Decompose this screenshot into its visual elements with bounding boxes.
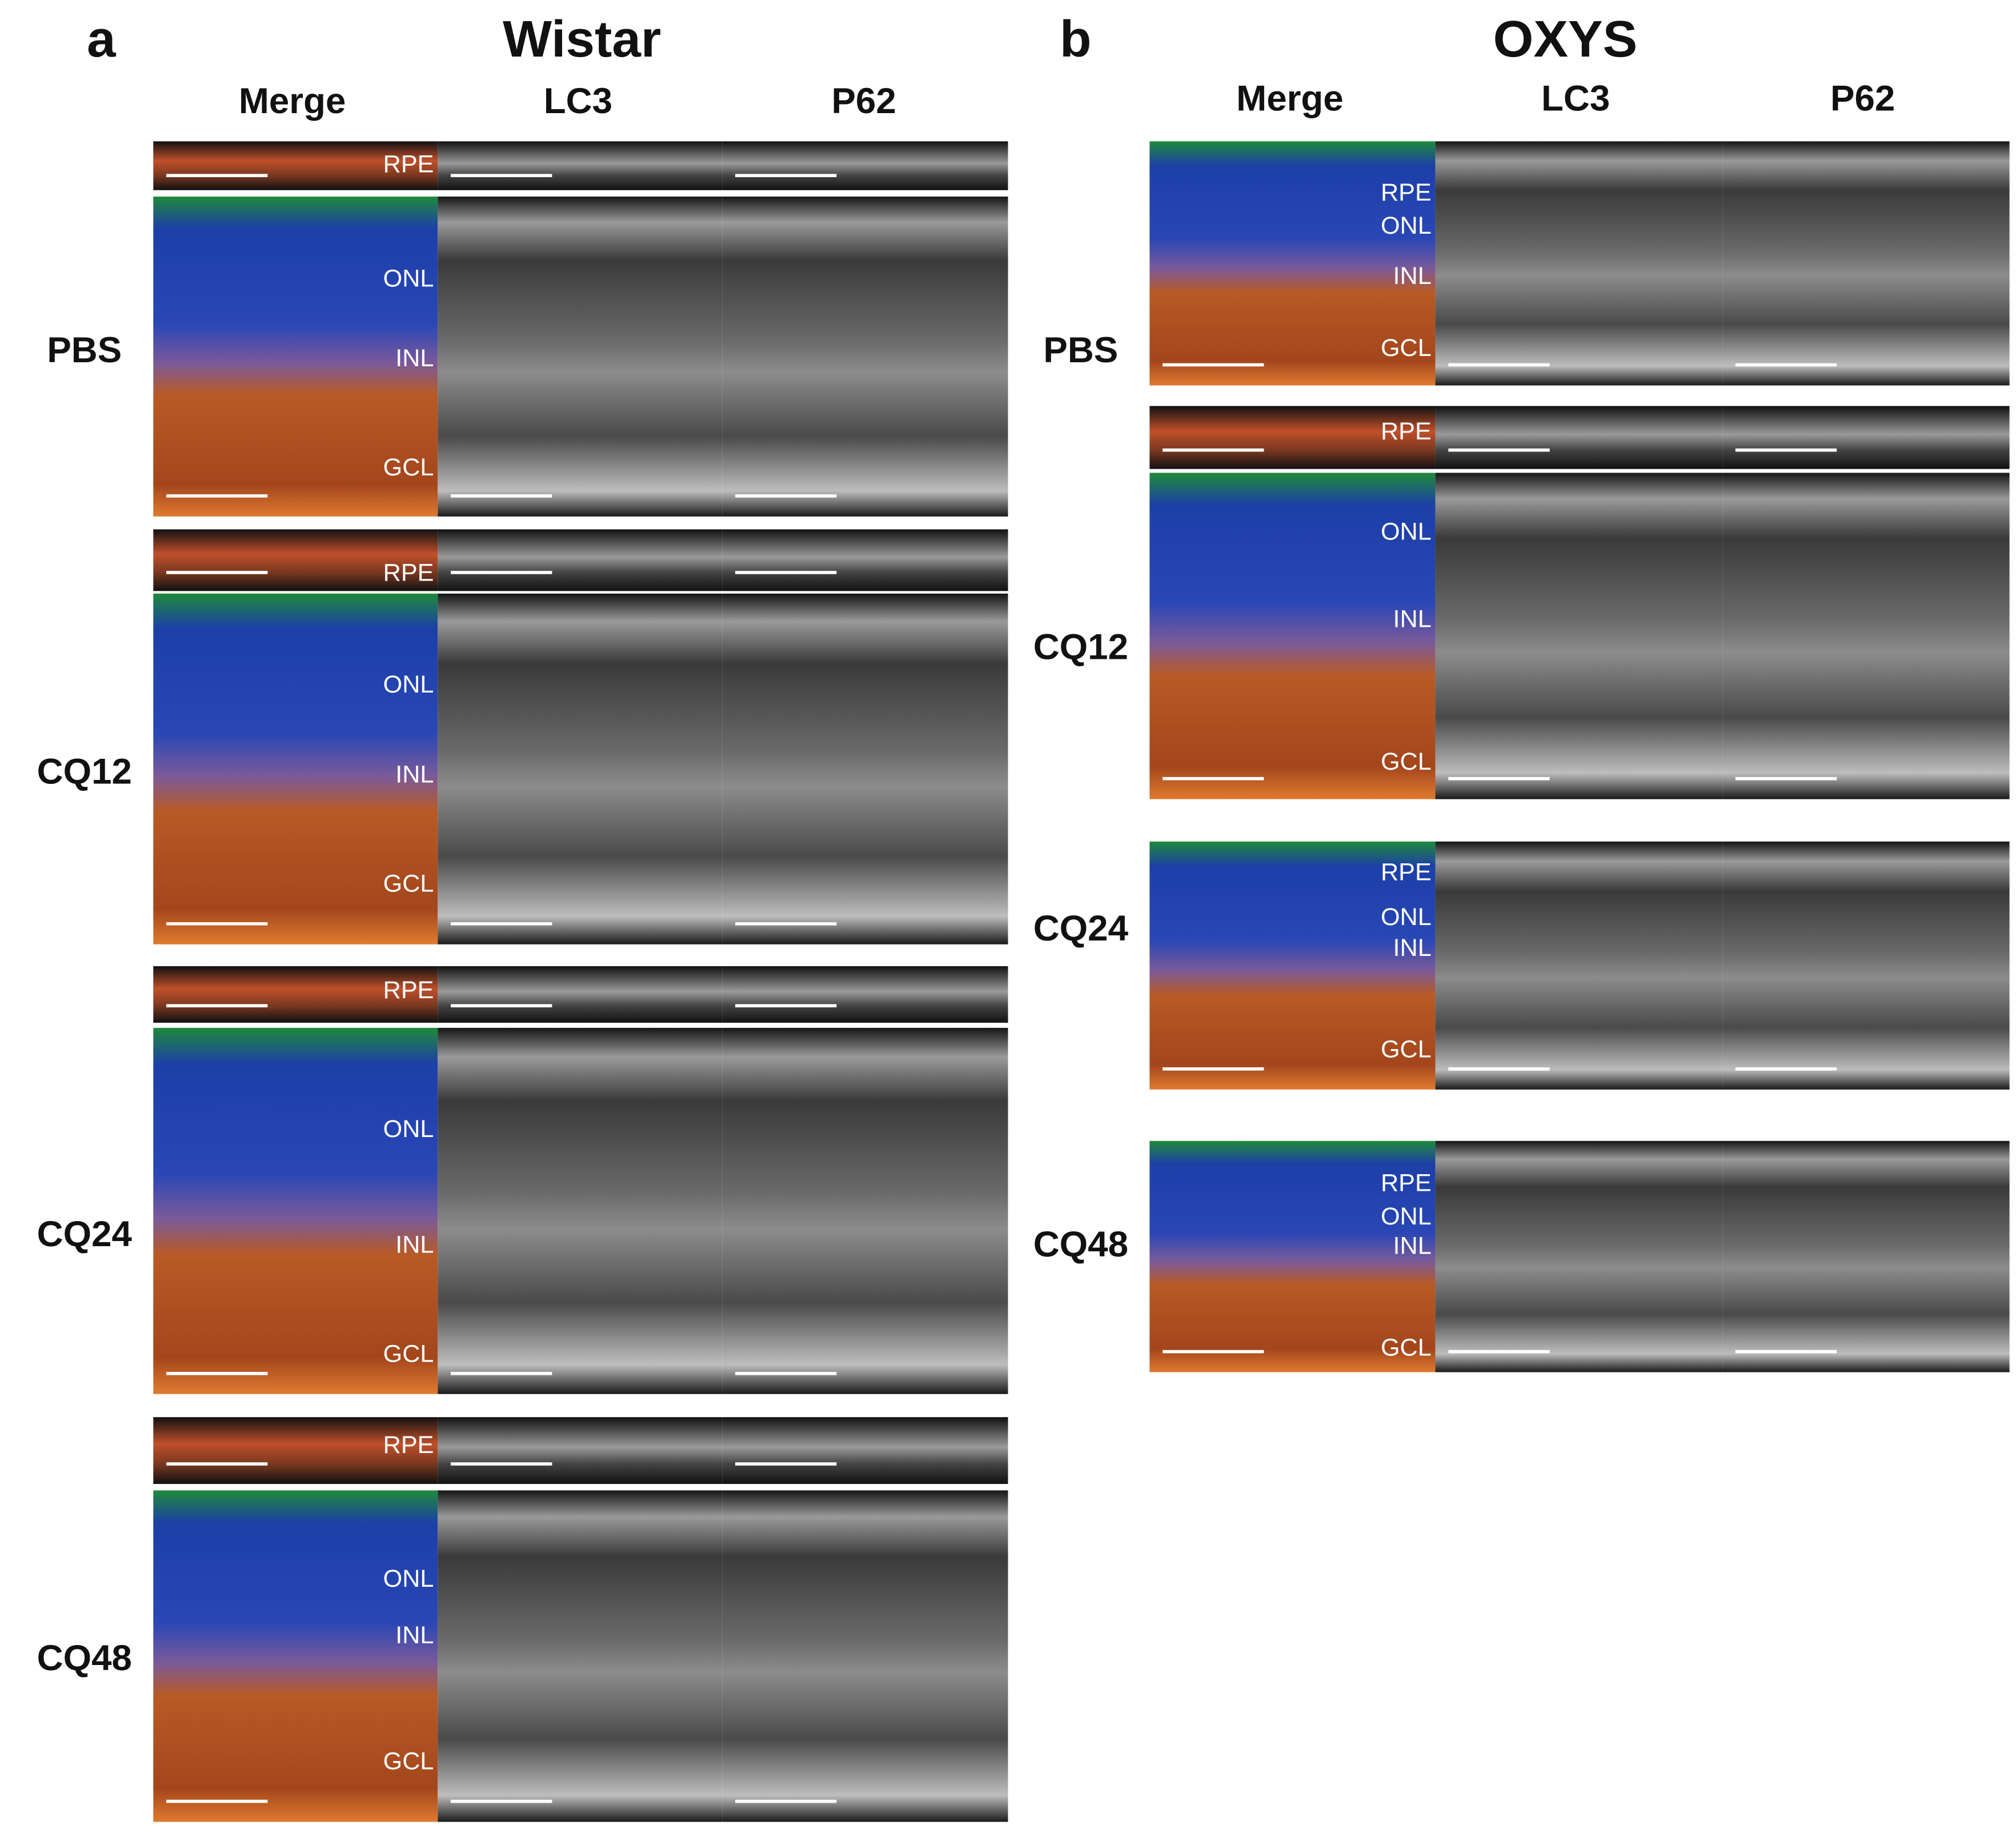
- micrograph: [1435, 141, 1723, 386]
- micrograph: [438, 966, 723, 1023]
- micrograph: [1149, 406, 1436, 469]
- micrograph: [1435, 841, 1723, 1090]
- layer-label: GCL: [1381, 334, 1432, 362]
- layer-label: GCL: [1381, 1334, 1432, 1361]
- row-label: PBS: [1043, 330, 1118, 370]
- micrograph: [722, 593, 1008, 944]
- row-label: CQ48: [37, 1639, 132, 1679]
- micrograph: [722, 1417, 1008, 1484]
- micrograph: [438, 529, 723, 591]
- layer-label: ONL: [383, 1565, 434, 1592]
- layer-label: RPE: [1381, 179, 1432, 206]
- micrograph: [722, 1490, 1008, 1822]
- panel-letter: b: [1060, 10, 1092, 67]
- micrograph: [722, 197, 1008, 517]
- micrograph: [722, 1027, 1008, 1394]
- layer-label: ONL: [383, 671, 434, 698]
- micrograph: [1149, 473, 1436, 799]
- micrograph: [1435, 406, 1723, 469]
- layer-label: INL: [1393, 1232, 1432, 1260]
- layer-label: ONL: [1381, 1203, 1432, 1230]
- micrograph: [1149, 141, 1436, 386]
- panel-title: Wistar: [503, 10, 661, 67]
- layer-label: INL: [395, 1622, 434, 1649]
- micrograph: [153, 141, 438, 190]
- layer-label: INL: [1393, 934, 1432, 962]
- micrograph: [153, 593, 438, 944]
- row-label: CQ24: [37, 1214, 132, 1254]
- layer-label: ONL: [1381, 903, 1432, 931]
- layer-label: RPE: [383, 151, 434, 178]
- micrograph: [1149, 1140, 1436, 1372]
- layer-label: INL: [395, 345, 434, 372]
- micrograph: [722, 529, 1008, 591]
- panel-letter: a: [87, 10, 116, 67]
- layer-label: RPE: [1381, 418, 1432, 445]
- row-label: PBS: [47, 330, 122, 370]
- micrograph: [438, 1417, 723, 1484]
- micrograph: [438, 197, 723, 517]
- column-header: Merge: [239, 81, 346, 121]
- layer-label: GCL: [1381, 1036, 1432, 1063]
- micrograph: [153, 966, 438, 1023]
- column-header: Merge: [1236, 79, 1343, 119]
- layer-label: RPE: [1381, 1170, 1432, 1197]
- micrograph: [1722, 1140, 2010, 1372]
- panel-title: OXYS: [1493, 10, 1638, 67]
- layer-label: INL: [395, 1231, 434, 1259]
- row-label: CQ24: [1033, 909, 1128, 948]
- column-header: LC3: [1541, 79, 1610, 119]
- layer-label: GCL: [383, 1340, 434, 1368]
- micrograph: [722, 966, 1008, 1023]
- layer-label: ONL: [1381, 518, 1432, 546]
- micrograph: [438, 593, 723, 944]
- micrograph: [722, 141, 1008, 190]
- column-header: P62: [831, 81, 896, 121]
- layer-label: RPE: [1381, 859, 1432, 886]
- micrograph: [438, 141, 723, 190]
- micrograph: [438, 1027, 723, 1394]
- layer-label: RPE: [383, 559, 434, 587]
- micrograph: [153, 1027, 438, 1394]
- column-header: P62: [1830, 79, 1895, 119]
- micrograph: [1149, 841, 1436, 1090]
- layer-label: GCL: [383, 1748, 434, 1775]
- layer-label: GCL: [383, 454, 434, 481]
- micrograph: [153, 1417, 438, 1484]
- layer-label: INL: [1393, 606, 1432, 633]
- micrograph: [438, 1490, 723, 1822]
- layer-label: INL: [395, 761, 434, 789]
- layer-label: ONL: [383, 1115, 434, 1143]
- layer-label: GCL: [383, 870, 434, 898]
- layer-label: INL: [1393, 262, 1432, 290]
- row-label: CQ48: [1033, 1224, 1128, 1264]
- micrograph: [153, 529, 438, 591]
- layer-label: RPE: [383, 1431, 434, 1459]
- column-header: LC3: [544, 81, 612, 121]
- layer-label: ONL: [383, 265, 434, 293]
- layer-label: ONL: [1381, 212, 1432, 239]
- row-label: CQ12: [37, 752, 132, 792]
- micrograph: [1722, 841, 2010, 1090]
- micrograph: [1722, 473, 2010, 799]
- layer-label: GCL: [1381, 748, 1432, 775]
- micrograph: [1722, 141, 2010, 386]
- layer-label: RPE: [383, 976, 434, 1004]
- micrograph: [1435, 1140, 1723, 1372]
- micrograph: [1722, 406, 2010, 469]
- micrograph: [153, 1490, 438, 1822]
- micrograph: [1435, 473, 1723, 799]
- row-label: CQ12: [1033, 627, 1128, 667]
- micrograph: [153, 197, 438, 517]
